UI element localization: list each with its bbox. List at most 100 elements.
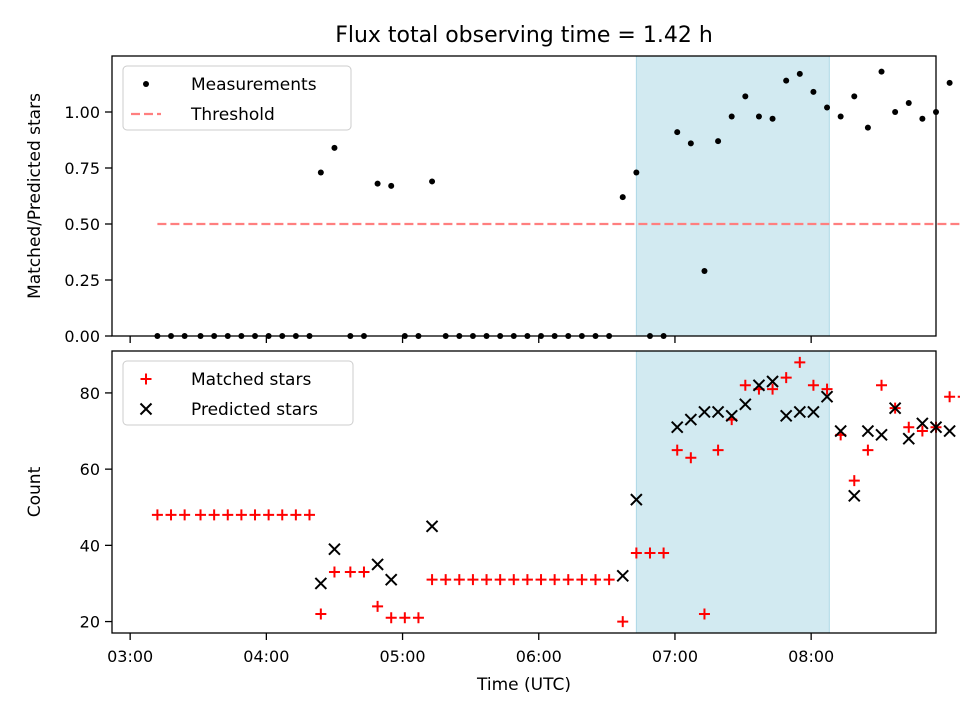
y-tick-label: 20 bbox=[80, 613, 100, 632]
legend-label: Predicted stars bbox=[191, 400, 318, 420]
matched-star-point bbox=[290, 509, 302, 521]
matched-star-point bbox=[208, 509, 220, 521]
x-tick-label: 06:00 bbox=[516, 647, 562, 666]
y-tick-label: 0.25 bbox=[64, 271, 100, 290]
legend-x-marker bbox=[139, 402, 153, 416]
y-tick-label: 0.50 bbox=[64, 215, 100, 234]
matched-star-point bbox=[848, 475, 860, 487]
x-axis-label: Time (UTC) bbox=[476, 675, 571, 695]
matched-star-point bbox=[328, 566, 340, 578]
predicted-star-point bbox=[902, 432, 915, 445]
x-tick-label: 05:00 bbox=[380, 647, 426, 666]
matched-star-point bbox=[876, 379, 888, 391]
y-tick-label: 0.75 bbox=[64, 159, 100, 178]
matched-star-point bbox=[712, 444, 724, 456]
matched-star-point bbox=[780, 372, 792, 384]
matched-star-point bbox=[862, 444, 874, 456]
legend: Matched stars Predicted stars bbox=[122, 360, 354, 426]
matched-star-point bbox=[426, 574, 438, 586]
matched-star-point bbox=[440, 574, 452, 586]
measurement-point bbox=[317, 169, 324, 176]
predicted-star-point bbox=[616, 569, 629, 583]
predicted-star-point bbox=[848, 489, 861, 503]
matched-star-point bbox=[698, 608, 710, 620]
measurement-point bbox=[810, 88, 817, 95]
predicted-star-point bbox=[384, 573, 398, 586]
matched-star-point bbox=[644, 547, 656, 559]
predicted-star-point bbox=[698, 405, 711, 419]
matched-star-point bbox=[671, 444, 683, 456]
axes-frame bbox=[111, 55, 937, 337]
measurement-point bbox=[331, 144, 338, 151]
y-tick-label: 60 bbox=[80, 460, 100, 479]
predicted-star-point bbox=[671, 421, 684, 434]
predicted-star-point bbox=[820, 390, 834, 403]
predicted-star-point bbox=[630, 493, 643, 506]
matched-star-point bbox=[903, 421, 915, 433]
matched-star-point bbox=[195, 509, 207, 521]
measurement-point bbox=[742, 93, 749, 100]
measurement-point bbox=[892, 109, 899, 115]
matched-star-point bbox=[767, 383, 779, 395]
figure-title: Flux total observing time = 1.42 h bbox=[335, 23, 713, 48]
ratio-panel: 0.00 0.25 0.50 0.75 1.00 Matched/Predicted st… bbox=[25, 55, 960, 346]
matched-star-point bbox=[549, 574, 561, 586]
y-axis-label: Matched/Predicted stars bbox=[25, 93, 45, 299]
matched-star-point bbox=[630, 547, 642, 559]
measurement-point bbox=[388, 182, 395, 189]
y-tick-label: 1.00 bbox=[64, 103, 100, 122]
y-tick-label: 80 bbox=[80, 384, 100, 403]
legend-box bbox=[122, 65, 352, 131]
matched-star-point bbox=[481, 574, 493, 586]
measurement-point bbox=[755, 113, 762, 120]
measurement-point bbox=[674, 129, 681, 136]
matched-star-point bbox=[944, 391, 956, 403]
predicted-star-point bbox=[314, 577, 328, 590]
measurement-point bbox=[946, 79, 953, 86]
x-tick-label: 04:00 bbox=[243, 647, 289, 666]
legend: Measurements Threshold bbox=[122, 65, 352, 131]
y-tick-label: 40 bbox=[80, 536, 100, 555]
measurement-point bbox=[783, 77, 790, 84]
measurement-point bbox=[374, 180, 381, 187]
predicted-star-point bbox=[793, 405, 807, 419]
matched-star-point bbox=[235, 509, 247, 521]
matched-star-point bbox=[276, 509, 288, 521]
x-tick-label: 07:00 bbox=[652, 647, 698, 666]
matched-star-point bbox=[603, 574, 615, 586]
matched-star-point bbox=[562, 574, 574, 586]
matched-star-point bbox=[412, 612, 424, 624]
predicted-star-point bbox=[752, 379, 766, 392]
measurement-point bbox=[824, 104, 831, 111]
predicted-star-point bbox=[425, 520, 439, 533]
predicted-star-point bbox=[739, 398, 752, 411]
matched-star-point bbox=[358, 566, 370, 578]
legend-label: Threshold bbox=[190, 105, 275, 125]
shaded-span bbox=[635, 350, 830, 634]
measurement-point bbox=[851, 93, 858, 100]
measurement-point bbox=[687, 140, 694, 147]
matched-star-point bbox=[372, 600, 384, 612]
predicted-star-point bbox=[766, 375, 779, 388]
predicted-star-point bbox=[861, 424, 875, 438]
predicted-star-point bbox=[779, 409, 793, 422]
series-matched-stars bbox=[151, 356, 960, 628]
measurement-point bbox=[633, 169, 640, 176]
legend-label: Measurements bbox=[191, 75, 317, 95]
predicted-star-point bbox=[943, 424, 956, 438]
matched-star-point bbox=[739, 379, 751, 391]
predicted-star-point bbox=[888, 401, 902, 415]
measurement-point bbox=[701, 268, 708, 275]
matched-star-point bbox=[576, 574, 588, 586]
x-tick-label: 03:00 bbox=[107, 647, 153, 666]
matched-star-point bbox=[303, 509, 315, 521]
matched-star-point bbox=[590, 574, 602, 586]
legend-box bbox=[122, 360, 354, 426]
y-tick-label: 0.00 bbox=[64, 327, 100, 346]
matched-star-point bbox=[794, 356, 806, 368]
matched-star-point bbox=[467, 574, 479, 586]
measurement-point bbox=[796, 70, 803, 77]
measurement-point bbox=[919, 115, 926, 122]
predicted-star-point bbox=[684, 413, 698, 426]
